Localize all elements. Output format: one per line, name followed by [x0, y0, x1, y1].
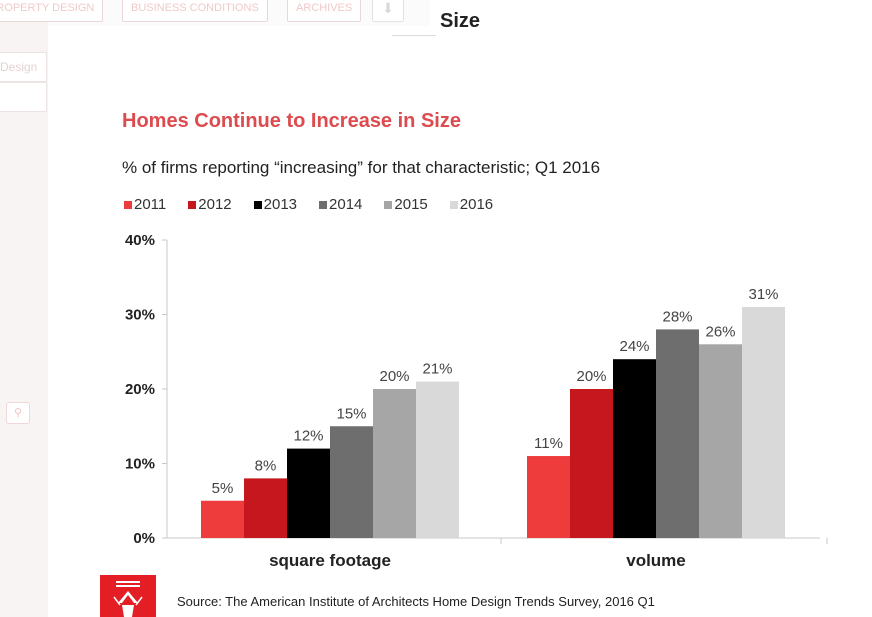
legend-swatch — [384, 200, 393, 209]
title-divider — [392, 35, 436, 36]
y-tick-label: 40% — [125, 232, 155, 249]
search-icon[interactable]: ⚲ — [6, 402, 30, 424]
data-label: 20% — [576, 368, 606, 385]
legend-label: 2015 — [394, 196, 428, 213]
data-label: 20% — [379, 368, 409, 385]
y-tick-label: 0% — [133, 530, 155, 547]
background-side-item[interactable] — [0, 82, 47, 112]
legend-swatch — [253, 200, 262, 209]
bar-2012-square-footage — [244, 478, 287, 538]
bar-2016-volume — [742, 307, 785, 538]
bar-2011-volume — [527, 456, 570, 538]
background-tab-archives[interactable]: Archives — [287, 0, 362, 22]
data-label: 15% — [336, 405, 366, 422]
y-tick-label: 20% — [125, 381, 155, 398]
data-label: 28% — [662, 308, 692, 325]
data-label: 24% — [619, 338, 649, 355]
legend-label: 2011 — [134, 196, 167, 213]
data-label: 8% — [255, 457, 277, 474]
legend-item-2013: 2013 — [253, 196, 298, 213]
chart-legend: 2011 2012 2013 2014 2015 2016 — [124, 196, 515, 213]
aia-logo-icon — [113, 581, 143, 617]
bar-2015-square-footage — [373, 389, 416, 538]
data-label: 5% — [212, 480, 234, 497]
bar-2012-volume — [570, 389, 613, 538]
legend-label: 2014 — [329, 196, 363, 213]
bar-2013-square-footage — [287, 448, 330, 538]
bar-2011-square-footage — [201, 500, 244, 538]
background-tab-business-conditions[interactable]: Business Conditions — [122, 0, 268, 22]
data-label: 31% — [748, 286, 778, 303]
bar-2016-square-footage — [416, 381, 459, 538]
y-tick-label: 10% — [125, 456, 155, 473]
x-category-label: volume — [626, 551, 686, 570]
download-icon[interactable]: ⬇ — [372, 0, 404, 22]
legend-label: 2013 — [263, 196, 298, 213]
legend-item-2016: 2016 — [449, 196, 494, 213]
legend-item-2011: 2011 — [124, 196, 166, 213]
legend-item-2014: 2014 — [319, 196, 362, 213]
data-label: 12% — [293, 428, 323, 445]
legend-item-2012: 2012 — [188, 196, 232, 213]
data-label: 21% — [422, 361, 452, 378]
data-label: 26% — [705, 323, 735, 340]
x-category-label: square footage — [269, 551, 391, 570]
bar-2014-square-footage — [330, 426, 373, 538]
bar-2015-volume — [699, 344, 742, 538]
bar-2014-volume — [656, 329, 699, 538]
bar-2013-volume — [613, 359, 656, 538]
aia-logo — [100, 575, 156, 617]
background-tab-property-design[interactable]: Property Design — [0, 0, 104, 22]
legend-label: 2016 — [459, 196, 494, 213]
legend-label: 2012 — [198, 196, 232, 213]
chart-subtitle: % of firms reporting “increasing” for th… — [122, 158, 601, 177]
background-side-item-design[interactable]: Design — [0, 52, 47, 82]
legend-swatch — [188, 200, 197, 209]
data-label: 11% — [534, 435, 563, 452]
chart-source: Source: The American Institute of Archit… — [177, 594, 655, 609]
legend-item-2015: 2015 — [384, 196, 428, 213]
modal-title: Size — [439, 10, 481, 32]
legend-swatch — [124, 200, 132, 209]
y-tick-label: 30% — [125, 307, 155, 324]
legend-swatch — [449, 200, 458, 209]
legend-swatch — [319, 200, 328, 209]
chart-title: Homes Continue to Increase in Size — [122, 110, 461, 132]
